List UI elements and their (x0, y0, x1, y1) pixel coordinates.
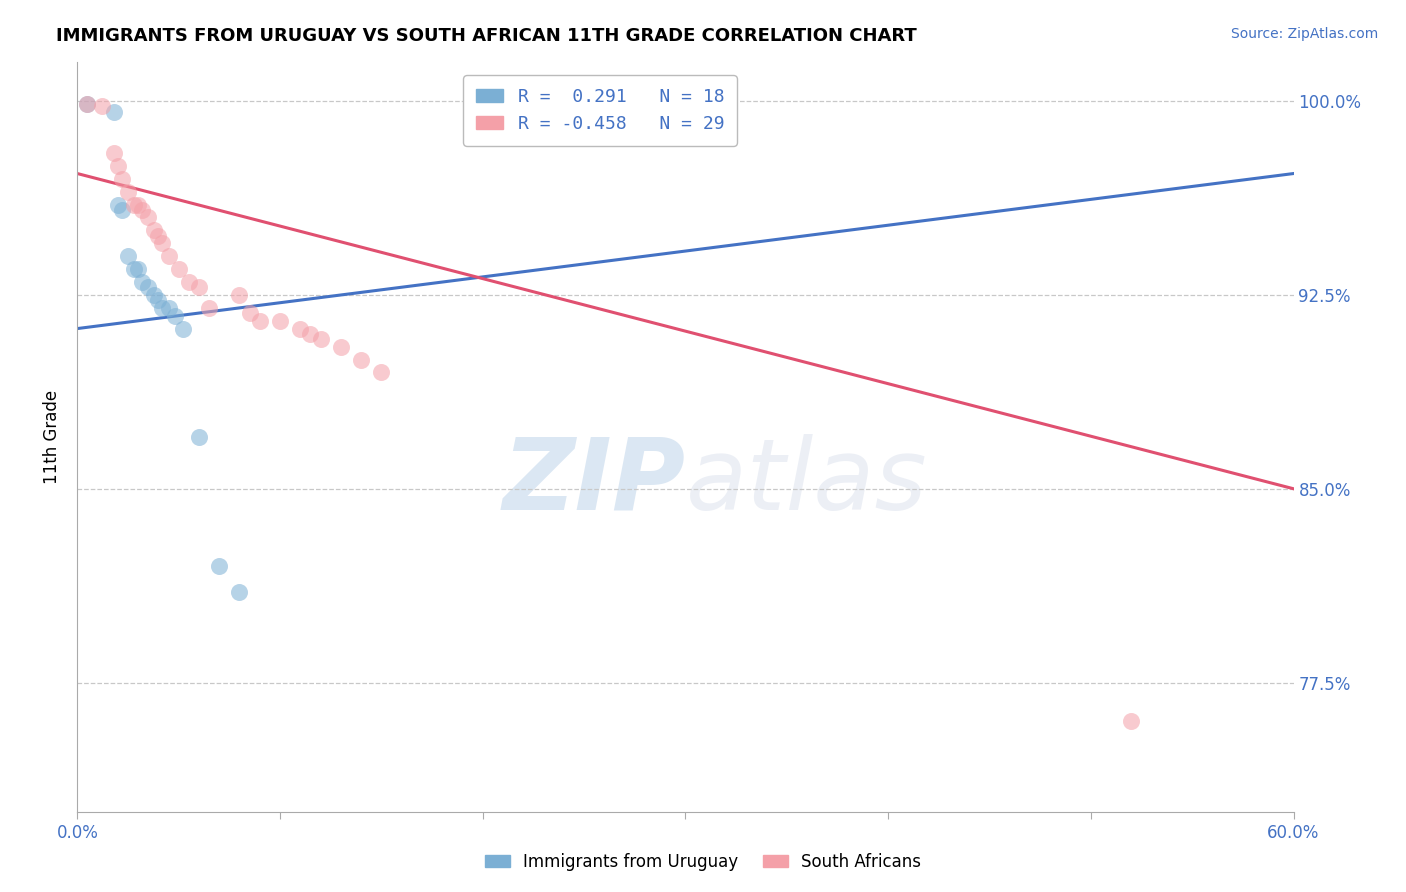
Point (309, 332, 332, 346)
Point (127, 262, 149, 277)
Point (148, 228, 170, 243)
Point (350, 352, 373, 367)
Point (152, 236, 174, 251)
Point (269, 314, 291, 328)
Point (152, 301, 174, 315)
Point (188, 430, 211, 444)
Point (136, 211, 159, 225)
Point (127, 197, 149, 211)
Point (122, 262, 145, 277)
Point (131, 275, 153, 289)
Text: atlas: atlas (686, 434, 927, 531)
Point (76, 96, 98, 111)
Point (103, 145, 125, 160)
Y-axis label: 11th Grade: 11th Grade (44, 390, 62, 484)
Point (131, 202, 153, 217)
Point (290, 321, 312, 335)
Text: IMMIGRANTS FROM URUGUAY VS SOUTH AFRICAN 11TH GRADE CORRELATION CHART: IMMIGRANTS FROM URUGUAY VS SOUTH AFRICAN… (56, 27, 917, 45)
Legend: R =  0.291   N = 18, R = -0.458   N = 29: R = 0.291 N = 18, R = -0.458 N = 29 (464, 75, 737, 145)
Point (188, 280, 211, 294)
Text: Source: ZipAtlas.com: Source: ZipAtlas.com (1230, 27, 1378, 41)
Point (111, 171, 134, 186)
Point (111, 202, 134, 217)
Point (167, 262, 190, 277)
Point (163, 309, 186, 323)
Point (107, 159, 129, 173)
Point (299, 326, 322, 341)
Point (76, 96, 98, 111)
Point (172, 321, 194, 335)
Point (148, 293, 170, 307)
Point (370, 366, 392, 380)
Point (117, 249, 139, 263)
Point (117, 185, 139, 199)
Point (329, 340, 352, 354)
Point (208, 559, 231, 574)
Point (90, 99, 112, 113)
Text: ZIP: ZIP (502, 434, 686, 531)
Point (228, 288, 250, 302)
Point (136, 280, 159, 294)
Point (157, 301, 180, 315)
Point (249, 314, 271, 328)
Point (1121, 714, 1143, 729)
Point (103, 104, 125, 119)
Point (177, 275, 200, 289)
Point (143, 223, 166, 237)
Point (107, 197, 129, 211)
Point (239, 306, 262, 320)
Point (157, 249, 180, 263)
Legend: Immigrants from Uruguay, South Africans: Immigrants from Uruguay, South Africans (478, 847, 928, 878)
Point (122, 197, 145, 211)
Point (228, 585, 250, 599)
Point (143, 288, 166, 302)
Point (198, 301, 221, 315)
